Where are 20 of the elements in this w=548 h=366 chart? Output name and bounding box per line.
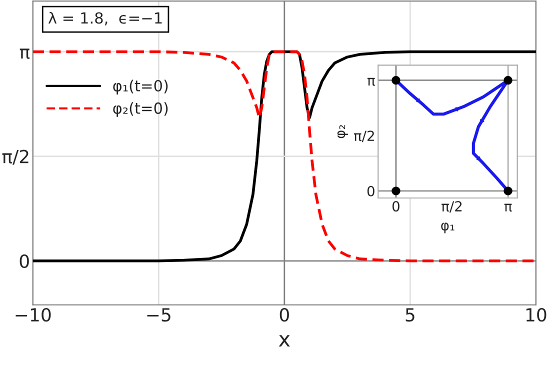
y-tick-label: 0 — [20, 254, 29, 268]
x-axis-title: x — [278, 335, 290, 347]
annotation: λ = 1.8, ϵ=−1 — [48, 12, 162, 26]
legend-label: φ₁(t=0) — [113, 80, 168, 94]
y-tick-label: π/2 — [2, 150, 28, 165]
x-tick-label: 0 — [392, 201, 400, 212]
y-tick-label: π — [20, 48, 30, 59]
x-tick-label: −10 — [16, 308, 51, 322]
x-axis-title: φ₁ — [441, 222, 454, 234]
y-tick-label: 0 — [367, 186, 374, 196]
y-axis-title: φ₂ — [337, 125, 348, 138]
x-tick-label: 5 — [406, 308, 414, 322]
legend-label: φ₂(t=0) — [113, 102, 168, 117]
x-tick-label: −5 — [147, 308, 170, 322]
x-tick-label: 0 — [280, 308, 289, 322]
x-tick-label: 10 — [526, 308, 546, 322]
y-tick-label: π — [367, 78, 375, 86]
y-tick-label: π/2 — [354, 130, 374, 142]
x-tick-label: π — [504, 204, 512, 212]
x-tick-label: π/2 — [442, 201, 462, 213]
